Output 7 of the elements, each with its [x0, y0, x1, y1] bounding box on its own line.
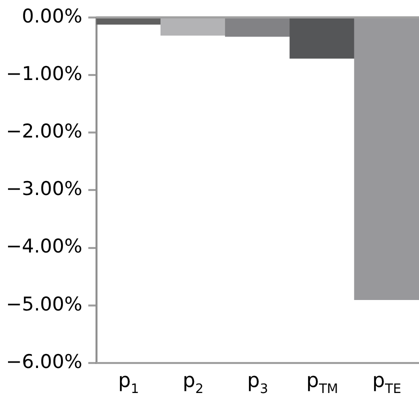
- y-tick-label: −6.00%: [6, 350, 82, 373]
- y-tick-label: −3.00%: [6, 178, 82, 200]
- y-tick-label: −1.00%: [6, 62, 82, 85]
- y-tick-label: −4.00%: [6, 236, 82, 258]
- y-tick-label: −5.00%: [6, 293, 82, 316]
- y-tick-label: −2.00%: [6, 120, 82, 143]
- y-tick-label: 0.00%: [22, 5, 82, 28]
